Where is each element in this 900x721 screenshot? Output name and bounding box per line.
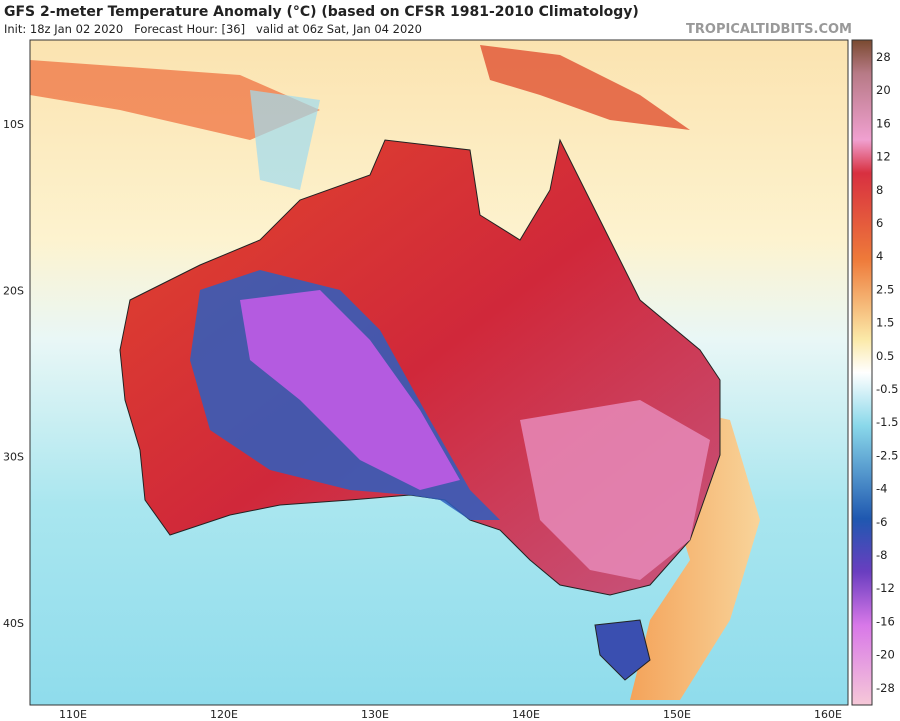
colorbar-label: -2.5 [876, 448, 898, 462]
colorbar-label: 8 [876, 183, 883, 197]
colorbar-label: -20 [876, 648, 895, 662]
lat-label: 40S [3, 617, 24, 630]
colorbar-label: 16 [876, 116, 891, 130]
colorbar [851, 39, 873, 706]
colorbar-label: -1.5 [876, 415, 898, 429]
colorbar-label: 4 [876, 249, 883, 263]
lon-label: 110E [59, 708, 87, 721]
colorbar-label: -8 [876, 548, 887, 562]
colorbar-label: -28 [876, 681, 895, 695]
colorbar-label: 2.5 [876, 282, 894, 296]
lat-label: 30S [3, 451, 24, 464]
lon-label: 130E [361, 708, 389, 721]
colorbar-label: -0.5 [876, 382, 898, 396]
lat-label: 10S [3, 118, 24, 131]
new-guinea [480, 45, 690, 130]
watermark: TROPICALTIDBITS.COM [686, 22, 852, 37]
indonesia [30, 60, 320, 140]
tasmania [594, 619, 651, 681]
colorbar-label: -6 [876, 515, 887, 529]
colorbar-label: 6 [876, 216, 883, 230]
lon-label: 140E [512, 708, 540, 721]
colorbar-label: 1.5 [876, 316, 894, 330]
lon-label: 160E [814, 708, 842, 721]
title: GFS 2-meter Temperature Anomaly (°C) (ba… [4, 4, 639, 20]
warm-sea [630, 400, 760, 700]
coldest-anomaly [240, 290, 460, 490]
colorbar-label: 12 [876, 150, 891, 164]
colorbar-label: -12 [876, 581, 895, 595]
cool-patch [250, 90, 320, 190]
hot-southeast [520, 400, 710, 580]
colorbar-label: 20 [876, 83, 891, 97]
lon-label: 120E [210, 708, 238, 721]
map-area [29, 39, 849, 706]
map-frame [29, 39, 849, 706]
colorbar-label: 28 [876, 50, 891, 64]
colorbar-label: 0.5 [876, 349, 894, 363]
lat-label: 20S [3, 284, 24, 297]
lon-label: 150E [663, 708, 691, 721]
colorbar-label: -16 [876, 614, 895, 628]
subtitle: Init: 18z Jan 02 2020 Forecast Hour: [36… [4, 22, 422, 36]
colorbar-label: -4 [876, 482, 887, 496]
